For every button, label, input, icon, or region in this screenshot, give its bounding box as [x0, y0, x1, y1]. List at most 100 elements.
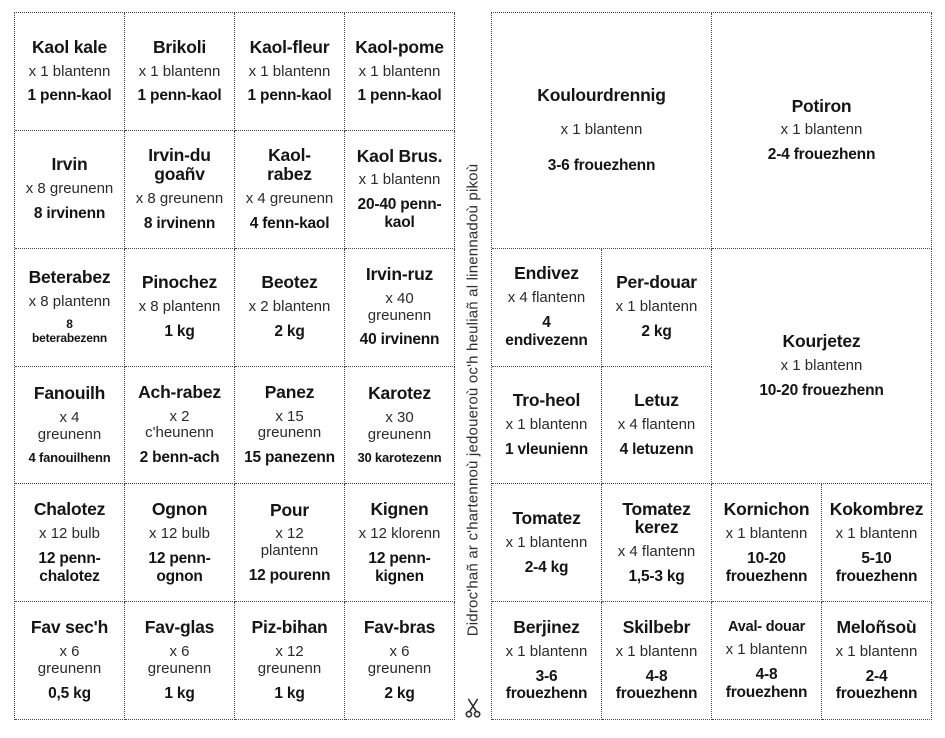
card-yield: 8 irvinenn — [143, 214, 216, 232]
card-yield: 5-10 frouezhenn — [835, 549, 918, 585]
scissors-icon — [465, 698, 481, 718]
card-yield: 2 kg — [384, 684, 415, 702]
card-qty: x 15 greunenn — [257, 407, 322, 442]
card-qty: x 4 flantenn — [617, 416, 696, 434]
card-title: Fav sec'h — [30, 617, 109, 638]
card-yield: 2 benn-ach — [139, 449, 220, 467]
card-title: Skilbebr — [622, 616, 691, 637]
card-title: Piz-bihan — [251, 617, 328, 638]
card-title: Koulourdrennig — [537, 84, 666, 105]
card-yield: 12 penn- kignen — [368, 549, 431, 585]
card-kourjetez: Kourjetez x 1 blantenn 10-20 frouezhenn — [712, 248, 932, 485]
card-yield: 8 irvinenn — [33, 205, 106, 223]
card-title: Meloñsoù — [836, 616, 917, 637]
card-title: Fav-bras — [363, 617, 436, 638]
card-ognon: Ognon x 12 bulb 12 penn- ognon — [125, 484, 235, 603]
card-yield: 10-20 frouezhenn — [759, 381, 884, 399]
card-chalotez: Chalotez x 12 bulb 12 penn- chalotez — [15, 484, 125, 603]
card-qty: x 40 greunenn — [367, 289, 432, 324]
card-title: Beterabez — [28, 267, 111, 288]
card-kaol-kale: Kaol kale x 1 blantenn 1 penn-kaol — [15, 13, 125, 131]
card-skilbebr: Skilbebr x 1 blantenn 4-8 frouezhenn — [602, 602, 712, 720]
card-fav-sec-h: Fav sec'h x 6 greunenn 0,5 kg — [15, 602, 125, 720]
card-irvin-du-goa-v: Irvin-du goañv x 8 greunenn 8 irvinenn — [125, 130, 235, 249]
card-yield: 15 panezenn — [244, 449, 335, 467]
card-title: Brikoli — [152, 36, 207, 57]
card-qty: x 4 greunenn — [245, 189, 334, 207]
card-yield: 20-40 penn- kaol — [357, 196, 442, 232]
card-yield: 1 penn-kaol — [247, 87, 332, 105]
card-yield: 3-6 frouezhenn — [547, 157, 656, 175]
card-beterabez: Beterabez x 8 plantenn 8 beterabezenn — [15, 248, 125, 367]
card-qty: x 1 blantenn — [725, 524, 808, 542]
card-panez: Panez x 15 greunenn 15 panezenn — [235, 366, 345, 485]
card-fav-glas: Fav-glas x 6 greunenn 1 kg — [125, 602, 235, 720]
card-brikoli: Brikoli x 1 blantenn 1 penn-kaol — [125, 13, 235, 131]
card-yield: 1,5-3 kg — [628, 568, 685, 586]
card-title: Aval- douar — [727, 618, 806, 635]
card-piz-bihan: Piz-bihan x 12 greunenn 1 kg — [235, 602, 345, 720]
card-yield: 2-4 frouezhenn — [767, 146, 876, 164]
card-letuz: Letuz x 4 flantenn 4 letuzenn — [602, 366, 712, 485]
card-title: Tro-heol — [512, 390, 581, 411]
card-title: Per-douar — [616, 272, 697, 293]
card-yield: 4 fanouilhenn — [28, 449, 111, 465]
card-qty: x 6 greunenn — [37, 643, 102, 678]
card-title: Kaol Brus. — [356, 145, 443, 166]
card-qty: x 1 blantenn — [780, 357, 863, 375]
card-yield: 12 penn- chalotez — [38, 549, 101, 585]
card-title: Irvin — [51, 154, 88, 175]
card-title: Kaol-fleur — [249, 36, 330, 57]
card-qty: x 1 blantenn — [505, 416, 588, 434]
card-beotez: Beotez x 2 blantenn 2 kg — [235, 248, 345, 367]
card-qty: x 8 greunenn — [25, 180, 114, 198]
card-title: Irvin-ruz — [365, 263, 434, 284]
card-yield: 4 letuzenn — [619, 440, 694, 458]
card-yield: 8 beterabezenn — [32, 317, 107, 345]
card-yield: 2-4 kg — [524, 558, 569, 576]
card-qty: x 1 blantenn — [138, 62, 221, 80]
card-tro-heol: Tro-heol x 1 blantenn 1 vleunienn — [492, 366, 602, 485]
card-kornichon: Kornichon x 1 blantenn 10-20 frouezhenn — [712, 484, 822, 603]
card-qty: x 12 greunenn — [257, 643, 322, 678]
card-qty: x 6 greunenn — [147, 643, 212, 678]
card-qty: x 2 blantenn — [248, 298, 331, 316]
card-koulourdrennig: Koulourdrennig x 1 blantenn 3-6 frouezhenn — [492, 13, 712, 249]
card-title: Kourjetez — [782, 331, 861, 352]
card-yield: 1 vleunienn — [504, 440, 589, 458]
card-qty: x 1 blantenn — [725, 641, 808, 659]
card-title: Kokombrez — [829, 499, 924, 520]
card-potiron: Potiron x 1 blantenn 2-4 frouezhenn — [712, 13, 932, 249]
card-title: Berjinez — [513, 616, 580, 637]
card-berjinez: Berjinez x 1 blantenn 3-6 frouezhenn — [492, 602, 602, 720]
card-yield: 10-20 frouezhenn — [725, 549, 808, 585]
card-qty: x 1 blantenn — [780, 121, 863, 139]
card-yield: 30 karotezenn — [357, 449, 442, 465]
card-qty: x 4 greunenn — [37, 409, 102, 443]
card-title: Pinochez — [141, 272, 218, 293]
card-fanouilh: Fanouilh x 4 greunenn 4 fanouilhenn — [15, 366, 125, 485]
card-yield: 1 penn-kaol — [357, 87, 442, 105]
card-fav-bras: Fav-bras x 6 greunenn 2 kg — [345, 602, 455, 720]
card-title: Letuz — [634, 390, 679, 411]
card-title: Kaol-pome — [355, 36, 444, 57]
card-yield: 12 pourenn — [248, 567, 331, 585]
card-title: Fanouilh — [33, 383, 106, 404]
card-kaol-fleur: Kaol-fleur x 1 blantenn 1 penn-kaol — [235, 13, 345, 131]
card-title: Ognon — [151, 499, 208, 520]
card-title: Kaol- rabez — [267, 145, 312, 184]
card-title: Tomatez kerez — [622, 498, 691, 538]
card-qty: x 12 klorenn — [358, 524, 441, 542]
left-card-grid: Kaol kale x 1 blantenn 1 penn-kaol Brikoli x… — [14, 12, 455, 720]
card-qty: x 1 blantenn — [358, 62, 441, 80]
card-yield: 40 irvinenn — [359, 331, 440, 349]
card-qty: x 1 blantenn — [835, 642, 918, 660]
card-tomatez-kerez: Tomatez kerez x 4 flantenn 1,5-3 kg — [602, 484, 712, 603]
card-title: Irvin-du goañv — [148, 145, 211, 184]
card-karotez: Karotez x 30 greunenn 30 karotezenn — [345, 366, 455, 485]
card-yield: 4-8 frouezhenn — [615, 667, 698, 703]
card-title: Endivez — [514, 263, 579, 284]
card-yield: 1 penn-kaol — [27, 87, 112, 105]
card-endivez: Endivez x 4 flantenn 4 endivezenn — [492, 248, 602, 367]
